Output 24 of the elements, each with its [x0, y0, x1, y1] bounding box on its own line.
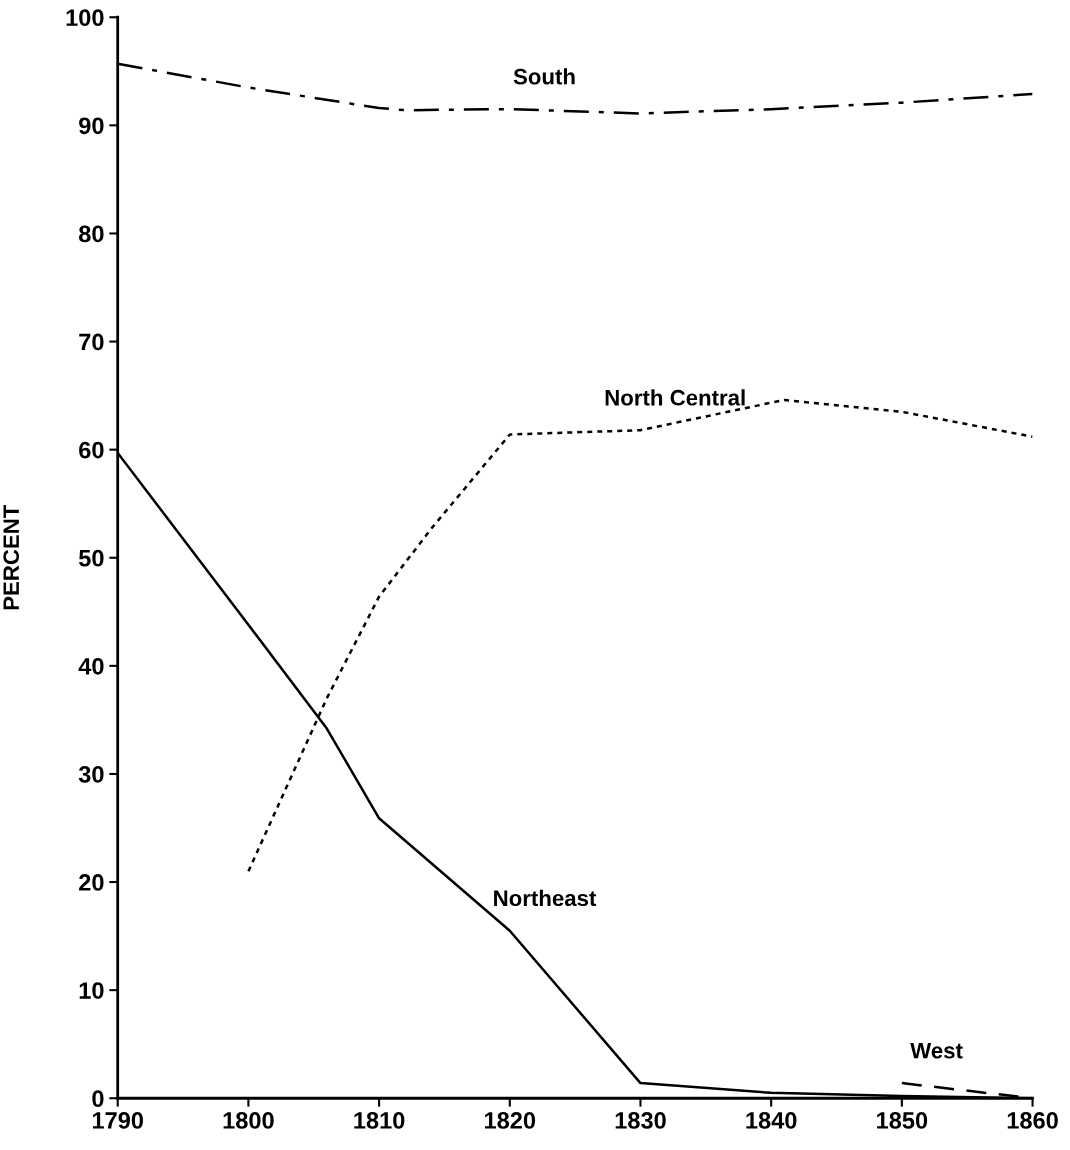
x-tick-label: 1800 [223, 1112, 274, 1129]
x-tick-label: 1860 [1007, 1112, 1058, 1129]
y-tick-label: 100 [66, 9, 104, 27]
y-tick-label: 60 [79, 441, 104, 459]
y-tick-label: 50 [78, 549, 104, 567]
y-tick-label: 70 [79, 333, 104, 351]
y-tick-label: 80 [78, 225, 104, 243]
y-axis-title: PERCENT [3, 504, 20, 610]
x-tick-label: 1820 [485, 1112, 536, 1129]
series-label: South [513, 68, 575, 85]
series-label: Northeast [494, 889, 597, 907]
y-tick-label: 90 [79, 117, 104, 135]
x-tick-label: 1790 [92, 1112, 143, 1129]
series-label: West [910, 1043, 963, 1059]
x-tick-label: 1840 [746, 1112, 797, 1129]
y-tick-label: 0 [92, 1090, 104, 1108]
y-tick-label: 40 [78, 657, 104, 675]
y-tick-label: 30 [78, 766, 104, 783]
x-tick-label: 1830 [615, 1112, 666, 1129]
series-label: North Central [605, 389, 745, 406]
y-tick-label: 20 [79, 874, 104, 891]
y-tick-label: 10 [79, 982, 104, 999]
x-tick-label: 1810 [354, 1112, 405, 1129]
x-tick-label: 1850 [877, 1112, 928, 1129]
